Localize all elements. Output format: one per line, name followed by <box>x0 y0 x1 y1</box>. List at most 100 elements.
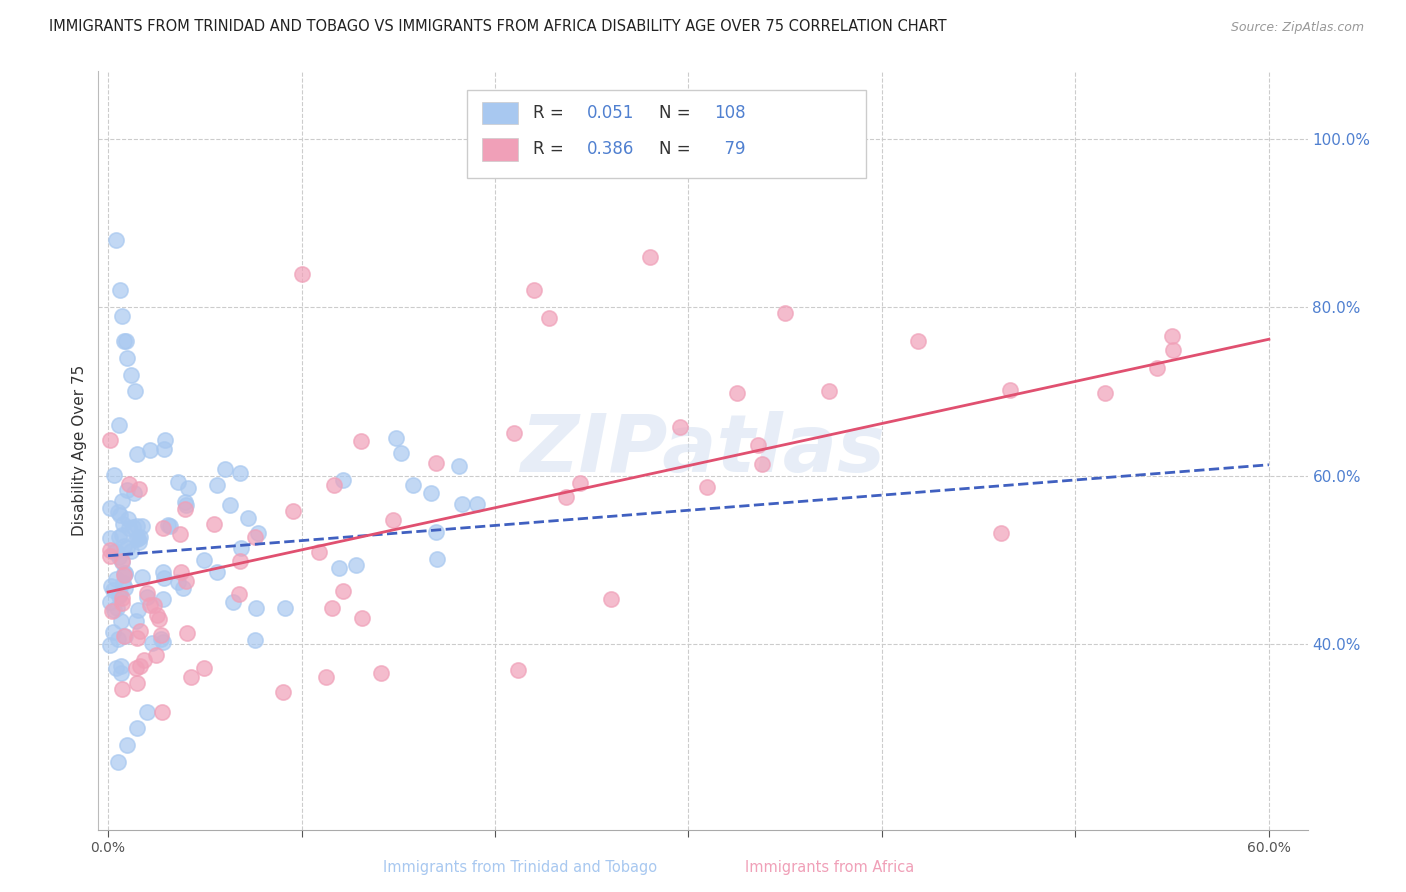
Point <box>152 521 174 535</box>
Point <box>118 476 141 491</box>
Point <box>125 615 148 629</box>
Point <box>122 486 145 500</box>
Point <box>747 438 769 452</box>
Point <box>402 477 425 491</box>
Point <box>117 351 139 365</box>
Point <box>152 442 174 456</box>
Point <box>98 433 121 447</box>
Point <box>998 384 1021 398</box>
Point <box>111 554 134 568</box>
Text: Immigrants from Trinidad and Tobago: Immigrants from Trinidad and Tobago <box>384 861 657 875</box>
Point <box>382 513 405 527</box>
Point <box>152 635 174 649</box>
Point <box>129 530 152 544</box>
Point <box>108 549 131 564</box>
Point <box>131 570 153 584</box>
Point <box>105 601 128 615</box>
Point <box>104 572 127 586</box>
Point <box>135 591 157 605</box>
Point <box>332 473 354 487</box>
Point <box>101 582 124 597</box>
Point <box>103 467 125 482</box>
Point <box>176 626 198 640</box>
Point <box>425 524 447 539</box>
Point <box>111 517 134 532</box>
Point <box>111 309 134 323</box>
Point <box>174 495 197 509</box>
Point <box>127 532 149 546</box>
Point <box>156 518 179 533</box>
Point <box>695 480 717 494</box>
Point <box>117 739 139 753</box>
Point <box>321 600 343 615</box>
Point <box>167 475 190 490</box>
Point <box>229 466 252 480</box>
Point <box>205 477 228 491</box>
Point <box>127 603 149 617</box>
Point <box>98 594 121 608</box>
Point <box>136 586 159 600</box>
Point <box>125 676 148 690</box>
Point <box>668 420 690 434</box>
Point <box>523 284 546 298</box>
Point <box>502 425 524 440</box>
Point <box>125 518 148 533</box>
Point <box>1161 343 1184 357</box>
Point <box>139 442 162 457</box>
Point <box>103 603 125 617</box>
Point <box>112 575 135 590</box>
Point <box>350 611 373 625</box>
Point <box>751 457 773 471</box>
Point <box>135 705 157 719</box>
Point <box>271 685 294 699</box>
Point <box>104 661 127 675</box>
Text: 108: 108 <box>714 104 745 122</box>
Point <box>128 659 150 673</box>
Point <box>467 497 489 511</box>
Point <box>1161 328 1184 343</box>
Point <box>107 505 129 519</box>
Point <box>120 543 142 558</box>
Point <box>172 581 194 595</box>
Text: N =: N = <box>659 140 696 159</box>
Point <box>246 526 269 541</box>
Point <box>111 555 134 569</box>
Point <box>104 233 127 247</box>
Point <box>129 624 152 638</box>
Text: R =: R = <box>533 140 568 159</box>
Point <box>117 483 139 497</box>
Point <box>122 520 145 534</box>
Point <box>229 553 252 567</box>
Point <box>114 566 136 581</box>
Point <box>120 368 142 382</box>
Point <box>150 705 173 719</box>
Point <box>111 528 134 542</box>
Point <box>370 665 392 680</box>
Point <box>451 497 474 511</box>
Point <box>127 722 149 736</box>
Point <box>103 545 125 559</box>
Point <box>114 566 136 580</box>
Text: IMMIGRANTS FROM TRINIDAD AND TOBAGO VS IMMIGRANTS FROM AFRICA DISABILITY AGE OVE: IMMIGRANTS FROM TRINIDAD AND TOBAGO VS I… <box>49 20 946 34</box>
Point <box>112 629 135 643</box>
Point <box>112 334 135 348</box>
Point <box>346 558 368 572</box>
FancyBboxPatch shape <box>467 90 866 178</box>
Point <box>110 587 132 601</box>
Point <box>132 653 155 667</box>
Point <box>125 631 148 645</box>
Point <box>555 490 578 504</box>
Point <box>111 493 134 508</box>
Point <box>308 545 330 559</box>
Point <box>817 384 839 398</box>
Point <box>128 535 150 549</box>
Point <box>104 544 127 558</box>
Point <box>1146 361 1168 376</box>
Point <box>322 477 344 491</box>
Point <box>115 541 138 555</box>
Point <box>101 604 124 618</box>
Point <box>425 456 447 470</box>
Point <box>177 481 200 495</box>
Point <box>110 658 132 673</box>
Point <box>98 531 121 545</box>
